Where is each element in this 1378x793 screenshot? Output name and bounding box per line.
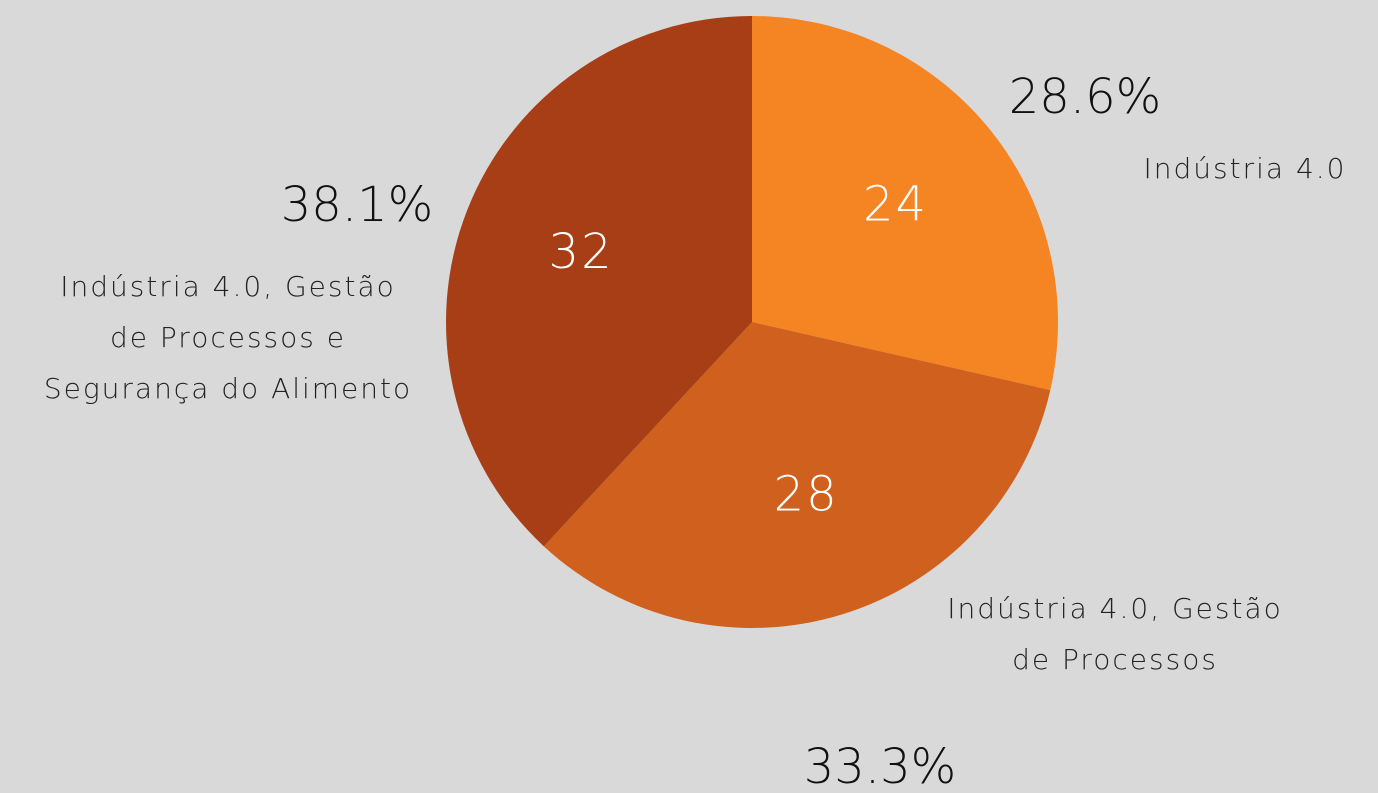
category-label: Indústria 4.0, Gestão <box>60 270 396 303</box>
pie-slice <box>752 16 1058 391</box>
value-label: 24 <box>863 177 928 233</box>
pie-slice <box>543 322 1051 628</box>
category-label: Indústria 4.0, Gestão <box>947 592 1283 625</box>
category-label: Segurança do Alimento <box>44 372 412 405</box>
category-label: de Processos e <box>110 321 346 354</box>
percent-label: 33.3% <box>804 739 956 793</box>
percent-label: 28.6% <box>1009 69 1161 125</box>
value-label: 32 <box>549 224 614 280</box>
category-label: Indústria 4.0 <box>1144 152 1347 185</box>
category-label: de Processos <box>1012 643 1218 676</box>
percent-label: 38.1% <box>281 177 433 233</box>
value-label: 28 <box>774 466 839 522</box>
pie-slice <box>446 16 752 547</box>
